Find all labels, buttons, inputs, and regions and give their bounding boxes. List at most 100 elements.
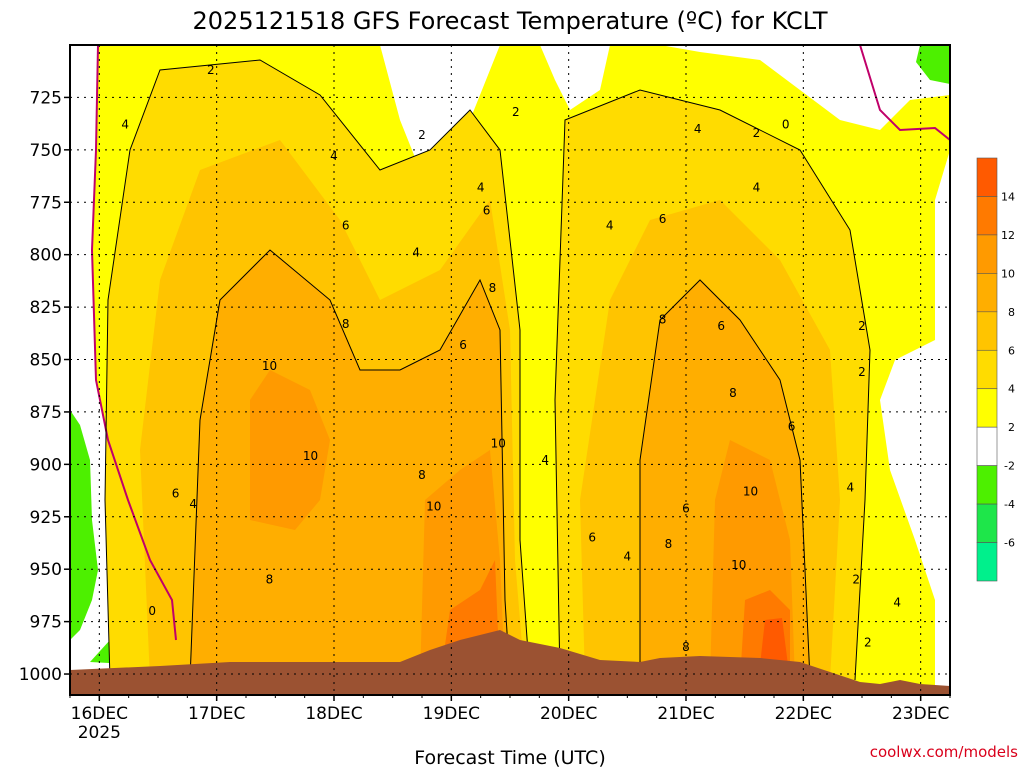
contour-label: 4 [541,453,549,467]
colorbar-swatch [976,157,998,197]
colorbar-label: 8 [1008,306,1015,319]
colorbar-swatch [976,542,998,582]
chart-title: 2025121518 GFS Forecast Temperature (ºC)… [193,7,828,35]
contour-8-b [639,279,811,681]
contour-0-right [859,45,950,141]
contour-label: 6 [788,420,796,434]
x-tick-label: 21DEC [657,704,714,724]
contour-label: 4 [893,596,901,610]
y-tick-label: 825 [30,298,62,318]
x-tick-label: 17DEC [188,704,245,724]
contour-label: 6 [588,531,596,545]
y-tick-label: 750 [30,141,62,161]
contour-label: 8 [266,573,274,587]
y-axis: 725 750 775 800 825 850 875 900 925 950 975 1000 [19,88,70,685]
colorbar-swatch [976,426,998,466]
band-white-mid-top [380,45,500,170]
contour-label: 4 [330,149,338,163]
y-tick-label: 950 [30,560,62,580]
contour-label: 0 [148,604,156,618]
y-tick-label: 1000 [19,665,62,685]
x-tick-label: 20DEC [540,704,597,724]
contour-label: 4 [694,122,702,136]
contour-0-left [90,45,177,641]
contour-label: 6 [682,501,690,515]
plot-area [70,45,950,695]
contour-label: 2 [864,636,872,650]
contour-label: 8 [659,313,667,327]
contour-label: 6 [483,204,491,218]
band-white-mid-top2 [540,45,610,110]
colorbar-label: -6 [1004,537,1015,550]
band-10-12-a [250,370,330,530]
x-tick-label: 22DEC [775,704,832,724]
contour-4-a [104,59,531,681]
contour-label: 10 [731,558,746,572]
contour-label: 4 [624,550,632,564]
contour-label: 4 [412,246,420,260]
colorbar-label: 14 [1001,190,1015,203]
contour-label: 6 [342,218,350,232]
y-tick-label: 975 [30,613,62,633]
x-tick-label: 16DEC [71,704,128,724]
contour-label: 4 [189,497,197,511]
contour-label: 4 [606,218,614,232]
contour-label: 4 [477,181,485,195]
colorbar-swatch [976,349,998,390]
contour-label: 10 [303,449,318,463]
band-green-left [70,410,98,640]
contour-label: 8 [682,640,690,654]
contour-label: 4 [846,480,854,494]
y-tick-label: 800 [30,246,62,266]
contour-label: 2 [753,126,761,140]
y-tick-label: 900 [30,455,62,475]
contour-label: 2 [512,105,520,119]
band-white-top-right [660,45,950,130]
colorbar-swatch [976,465,998,505]
colorbar-swatch [976,234,998,274]
contour-label: 6 [717,319,725,333]
contour-label: 8 [342,317,350,331]
colorbar-swatch [976,311,998,351]
band-green-top-right [916,45,950,84]
contour-label: 4 [753,181,761,195]
x-tick-label: 23DEC [892,704,949,724]
contour-label: 6 [659,212,667,226]
contour-label: 2 [858,365,866,379]
credit-text: coolwx.com/models [870,743,1018,761]
contour-label: 10 [262,359,277,373]
contour-label: 8 [665,537,673,551]
colorbar-swatch [976,388,998,428]
contour-4-b [554,89,871,681]
colorbar-label: 12 [1001,229,1015,242]
colorbar: 14 12 10 8 6 4 2 -2 -4 -6 [976,157,1015,582]
x-tick-label: 19DEC [423,704,480,724]
contour-label: 10 [426,499,441,513]
band-white-left [70,45,176,670]
contour-label: 2 [418,128,426,142]
colorbar-swatch [976,503,998,543]
y-tick-label: 725 [30,88,62,108]
contour-label: 4 [121,118,129,132]
y-tick-label: 925 [30,508,62,528]
y-tick-label: 875 [30,403,62,423]
contour-label: 10 [491,436,506,450]
x-axis-label: Forecast Time (UTC) [414,747,605,768]
contour-label: 10 [743,485,758,499]
colorbar-swatch [976,196,998,236]
contour-label: 6 [172,487,180,501]
contour-label: 2 [207,63,215,77]
x-axis: 16DEC 17DEC 18DEC 19DEC 20DEC 21DEC 22DEC 23DEC… [69,695,951,743]
colorbar-label: -2 [1004,460,1015,473]
contour-label: 2 [852,573,860,587]
band-14-16 [760,618,788,665]
colorbar-label: 2 [1008,421,1015,434]
colorbar-swatch [976,273,998,313]
contour-label: 0 [782,118,790,132]
contour-label: 2 [858,319,866,333]
colorbar-label: 10 [1001,267,1015,280]
band-white-right [880,100,950,690]
y-tick-label: 775 [30,193,62,213]
